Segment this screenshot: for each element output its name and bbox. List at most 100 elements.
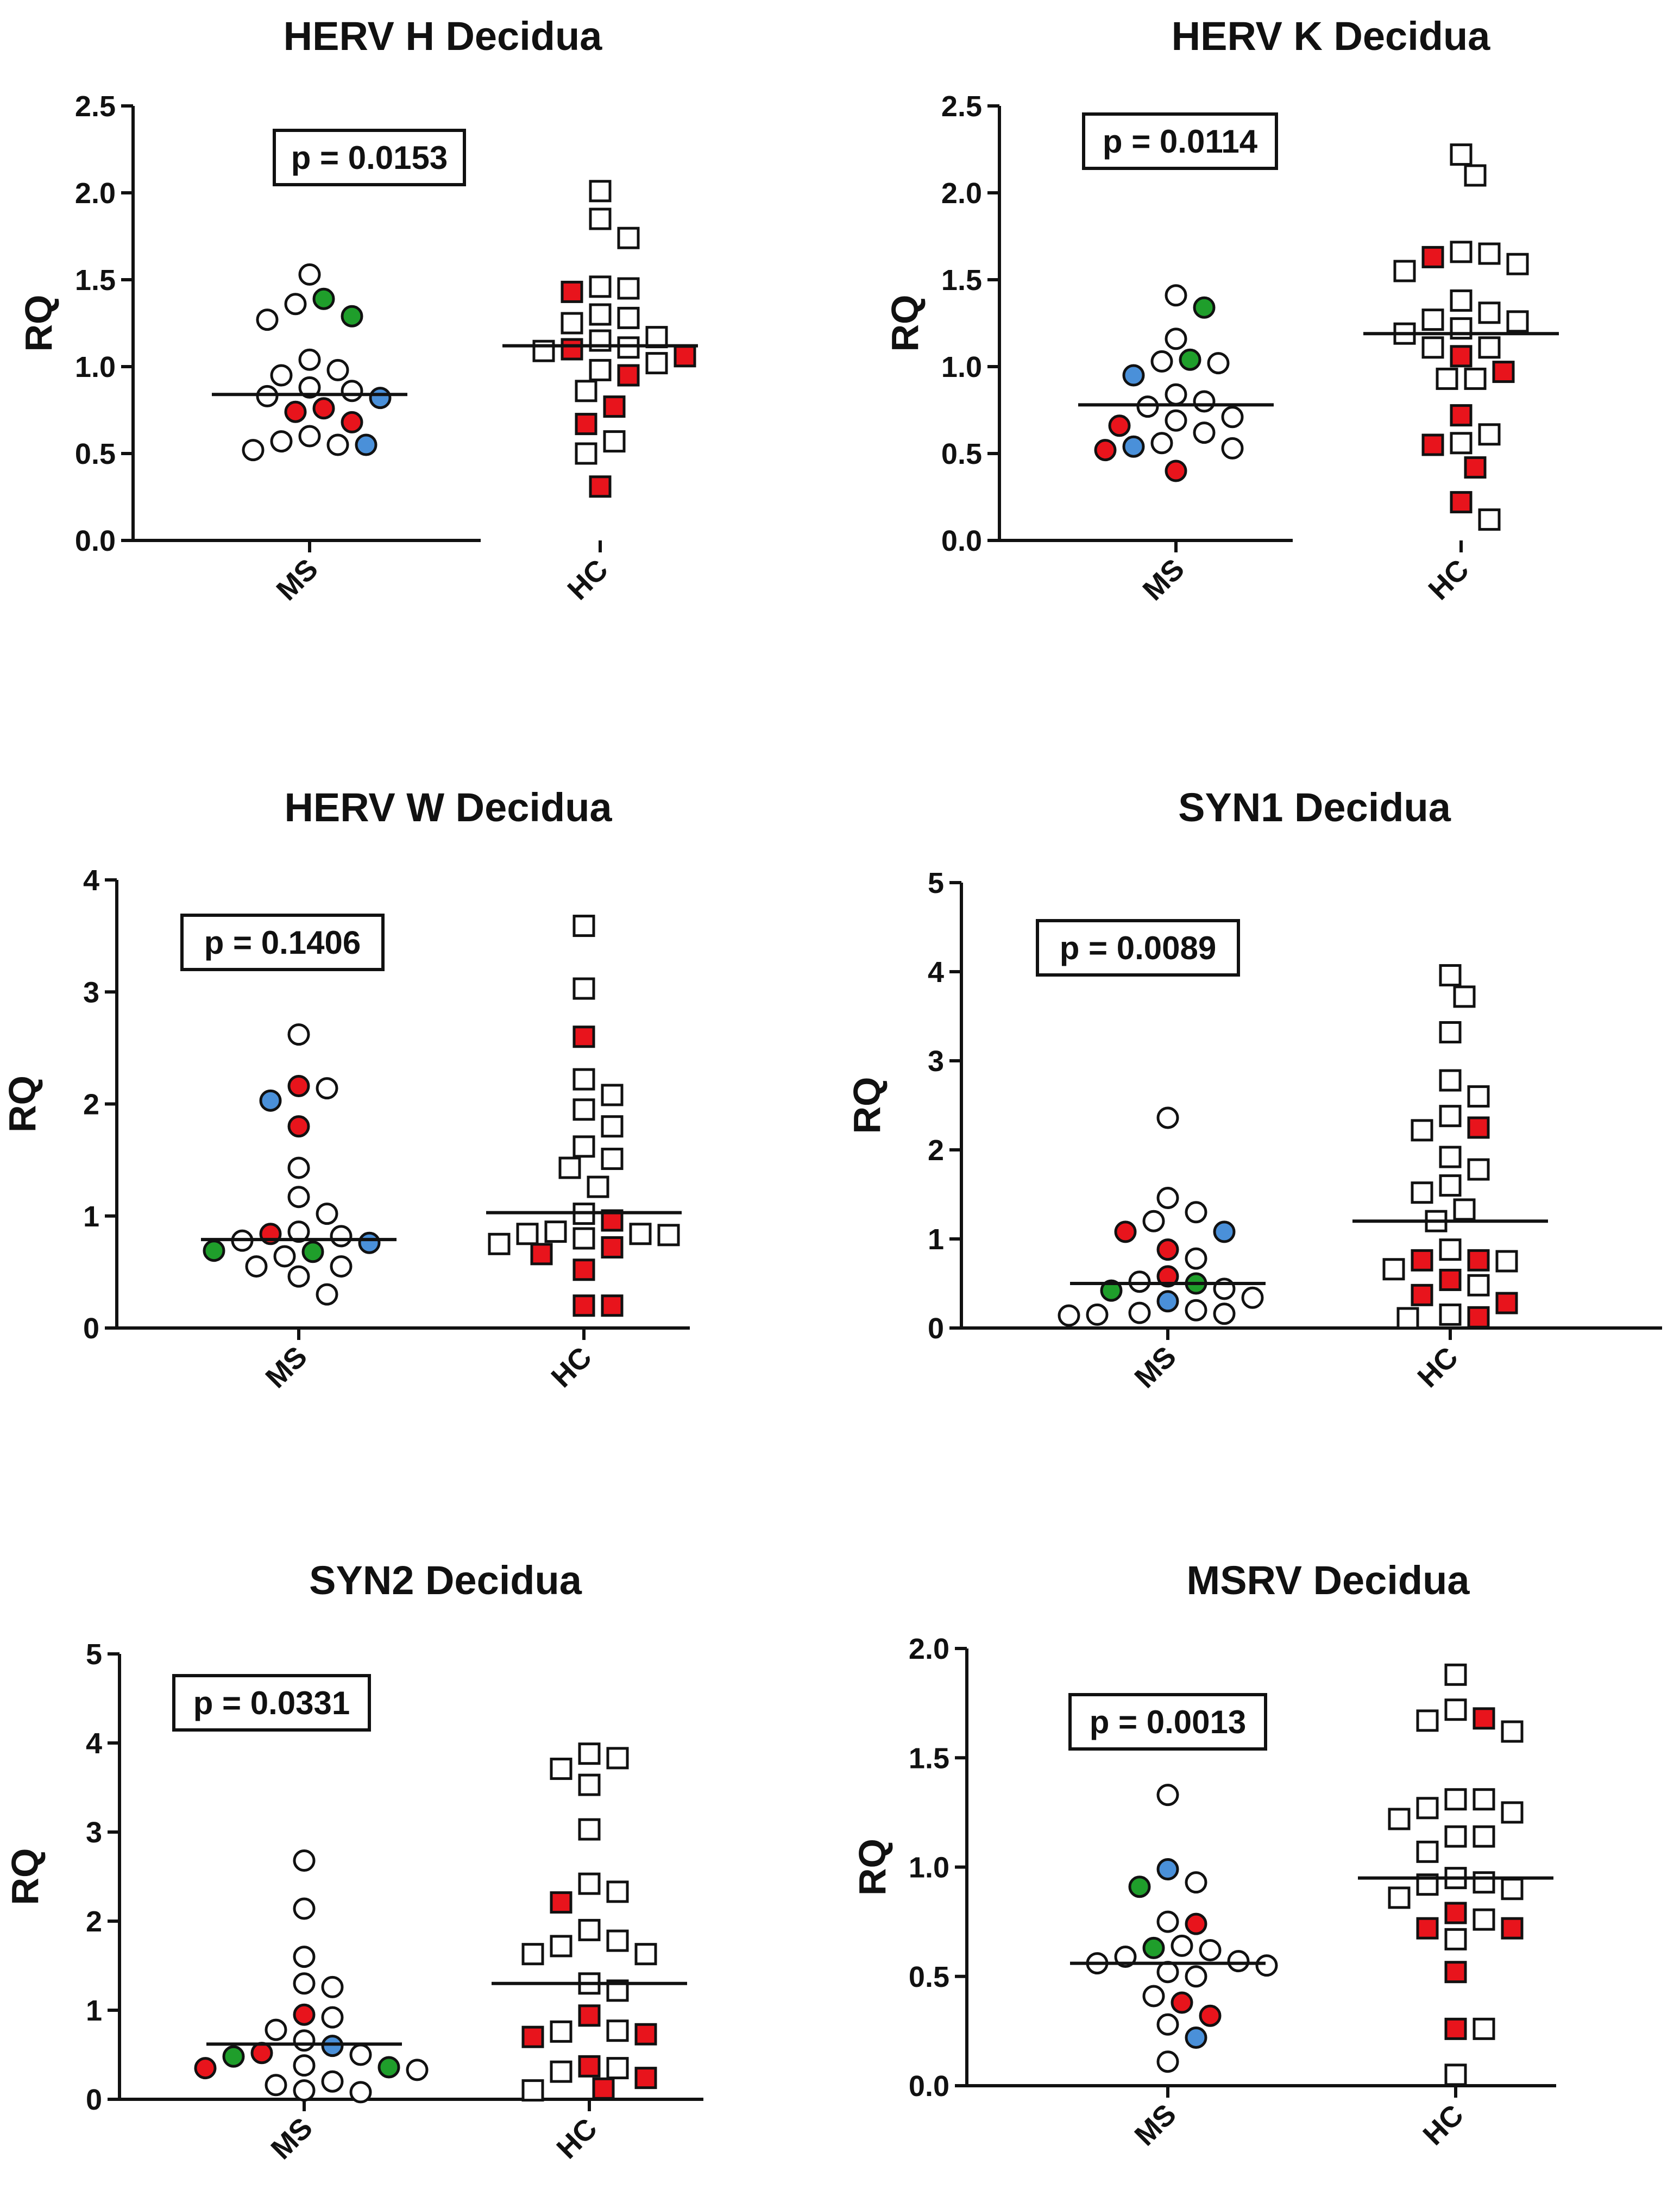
y-tick-label: 2 [83, 1088, 99, 1121]
data-point-hc [1501, 1878, 1524, 1900]
data-point-ms [1165, 460, 1187, 482]
data-point-ms [1199, 1939, 1222, 1961]
data-point-hc [587, 1175, 609, 1198]
data-point-ms [1128, 1301, 1151, 1324]
data-point-hc [617, 336, 640, 359]
data-point-ms [1165, 328, 1187, 350]
y-tick-label: 2 [928, 1134, 944, 1167]
data-point-hc [592, 2077, 615, 2100]
data-point-ms [1156, 1187, 1179, 1210]
data-point-hc [601, 1294, 624, 1317]
data-point-hc [575, 380, 597, 402]
data-point-hc [1464, 367, 1487, 390]
data-point-hc [1416, 1917, 1439, 1940]
data-point-hc [1473, 1871, 1495, 1894]
y-tick-label: 1.0 [75, 351, 116, 383]
x-category-label: HC [1422, 553, 1475, 606]
y-tick-label: 0.5 [909, 1961, 949, 1993]
data-point-hc [1450, 143, 1473, 166]
data-point-hc [606, 1929, 629, 1952]
p-value-label: p = 0.0331 [193, 1685, 350, 1721]
data-point-ms [1114, 1220, 1137, 1243]
data-point-ms [1227, 1950, 1250, 1973]
data-point-hc [578, 1773, 601, 1796]
data-point-hc [1506, 310, 1529, 333]
data-point-hc [601, 1084, 624, 1106]
data-point-ms [1122, 435, 1145, 458]
data-point-ms [287, 1023, 310, 1046]
data-point-hc [561, 312, 583, 335]
data-point-hc [1444, 1928, 1467, 1950]
data-point-hc [1450, 289, 1473, 312]
data-point-ms [203, 1239, 225, 1262]
data-point-hc [1436, 367, 1458, 390]
data-point-ms [1156, 1910, 1179, 1933]
data-point-hc [1444, 2063, 1467, 2086]
data-point-ms [1213, 1220, 1236, 1243]
y-tick-label: 1.5 [75, 264, 116, 297]
data-point-ms [273, 1245, 296, 1268]
y-tick-label: 3 [83, 976, 99, 1009]
data-point-ms [1094, 439, 1117, 462]
data-point-hc [603, 395, 626, 418]
data-point-ms [1156, 1106, 1179, 1129]
data-point-ms [242, 439, 265, 462]
data-point-hc [1439, 1146, 1462, 1168]
data-point-hc [1450, 345, 1473, 368]
data-point-ms [250, 2042, 273, 2065]
data-point-hc [1388, 1808, 1411, 1830]
data-point-hc [1467, 1274, 1490, 1297]
data-point-hc [1444, 1663, 1467, 1686]
data-point-hc [1478, 301, 1501, 324]
data-point-ms [369, 387, 392, 410]
data-point-hc [617, 226, 640, 249]
data-point-ms [1156, 1784, 1179, 1807]
data-point-hc [657, 1224, 680, 1247]
data-point-hc [606, 2057, 629, 2080]
y-tick-label: 0.5 [941, 438, 982, 470]
data-point-hc [1467, 1085, 1490, 1108]
x-category-label: HC [1411, 1341, 1464, 1394]
x-category-label: MS [259, 1340, 313, 1394]
data-point-ms [1108, 414, 1131, 437]
data-point-hc [1421, 433, 1444, 456]
chart-panel-5: SYN2 Decidua RQ 0 1 2 3 4 5 MS HC p = 0.0331 [4, 1558, 703, 2166]
p-value-label: p = 0.0013 [1090, 1704, 1247, 1740]
data-point-hc [645, 352, 668, 375]
chart-title: HERV K Decidua [1172, 14, 1491, 59]
data-point-hc [1411, 1249, 1433, 1272]
data-point-hc [674, 345, 696, 368]
data-point-hc [1444, 1961, 1467, 1984]
x-category-label: MS [1128, 2098, 1182, 2152]
chart-panel-1: HERV H Decidua RQ 0.0 0.5 1.0 1.5 2.0 2.5 MS HC p … [17, 14, 698, 607]
data-point-hc [1450, 404, 1473, 427]
data-point-hc [521, 2025, 544, 2048]
data-point-ms [270, 364, 293, 387]
data-point-ms [1179, 348, 1201, 371]
data-point-hc [1411, 1119, 1433, 1142]
data-point-hc [550, 2020, 572, 2043]
p-value-box [172, 1674, 371, 1732]
data-point-hc [1453, 985, 1476, 1008]
y-tick-label: 1.5 [941, 264, 982, 297]
data-point-hc [575, 413, 597, 436]
data-point-ms [1136, 395, 1159, 418]
data-point-ms [1150, 432, 1173, 455]
data-point-hc [1393, 260, 1416, 282]
data-point-hc [589, 180, 612, 203]
chart-title: HERV W Decidua [284, 785, 612, 830]
data-point-hc [1450, 432, 1473, 455]
data-point-ms [321, 2070, 344, 2093]
p-value-label: p = 0.0114 [1103, 123, 1258, 160]
data-point-ms [1128, 1270, 1151, 1293]
data-point-ms [270, 430, 293, 453]
data-point-hc [634, 2023, 657, 2046]
data-point-ms [406, 2059, 429, 2081]
data-point-ms [1185, 1299, 1207, 1321]
data-point-hc [1411, 1283, 1433, 1306]
data-point-hc [589, 475, 612, 498]
y-tick-label: 1.0 [941, 351, 982, 383]
data-point-ms [298, 263, 321, 286]
data-point-hc [1478, 336, 1501, 359]
